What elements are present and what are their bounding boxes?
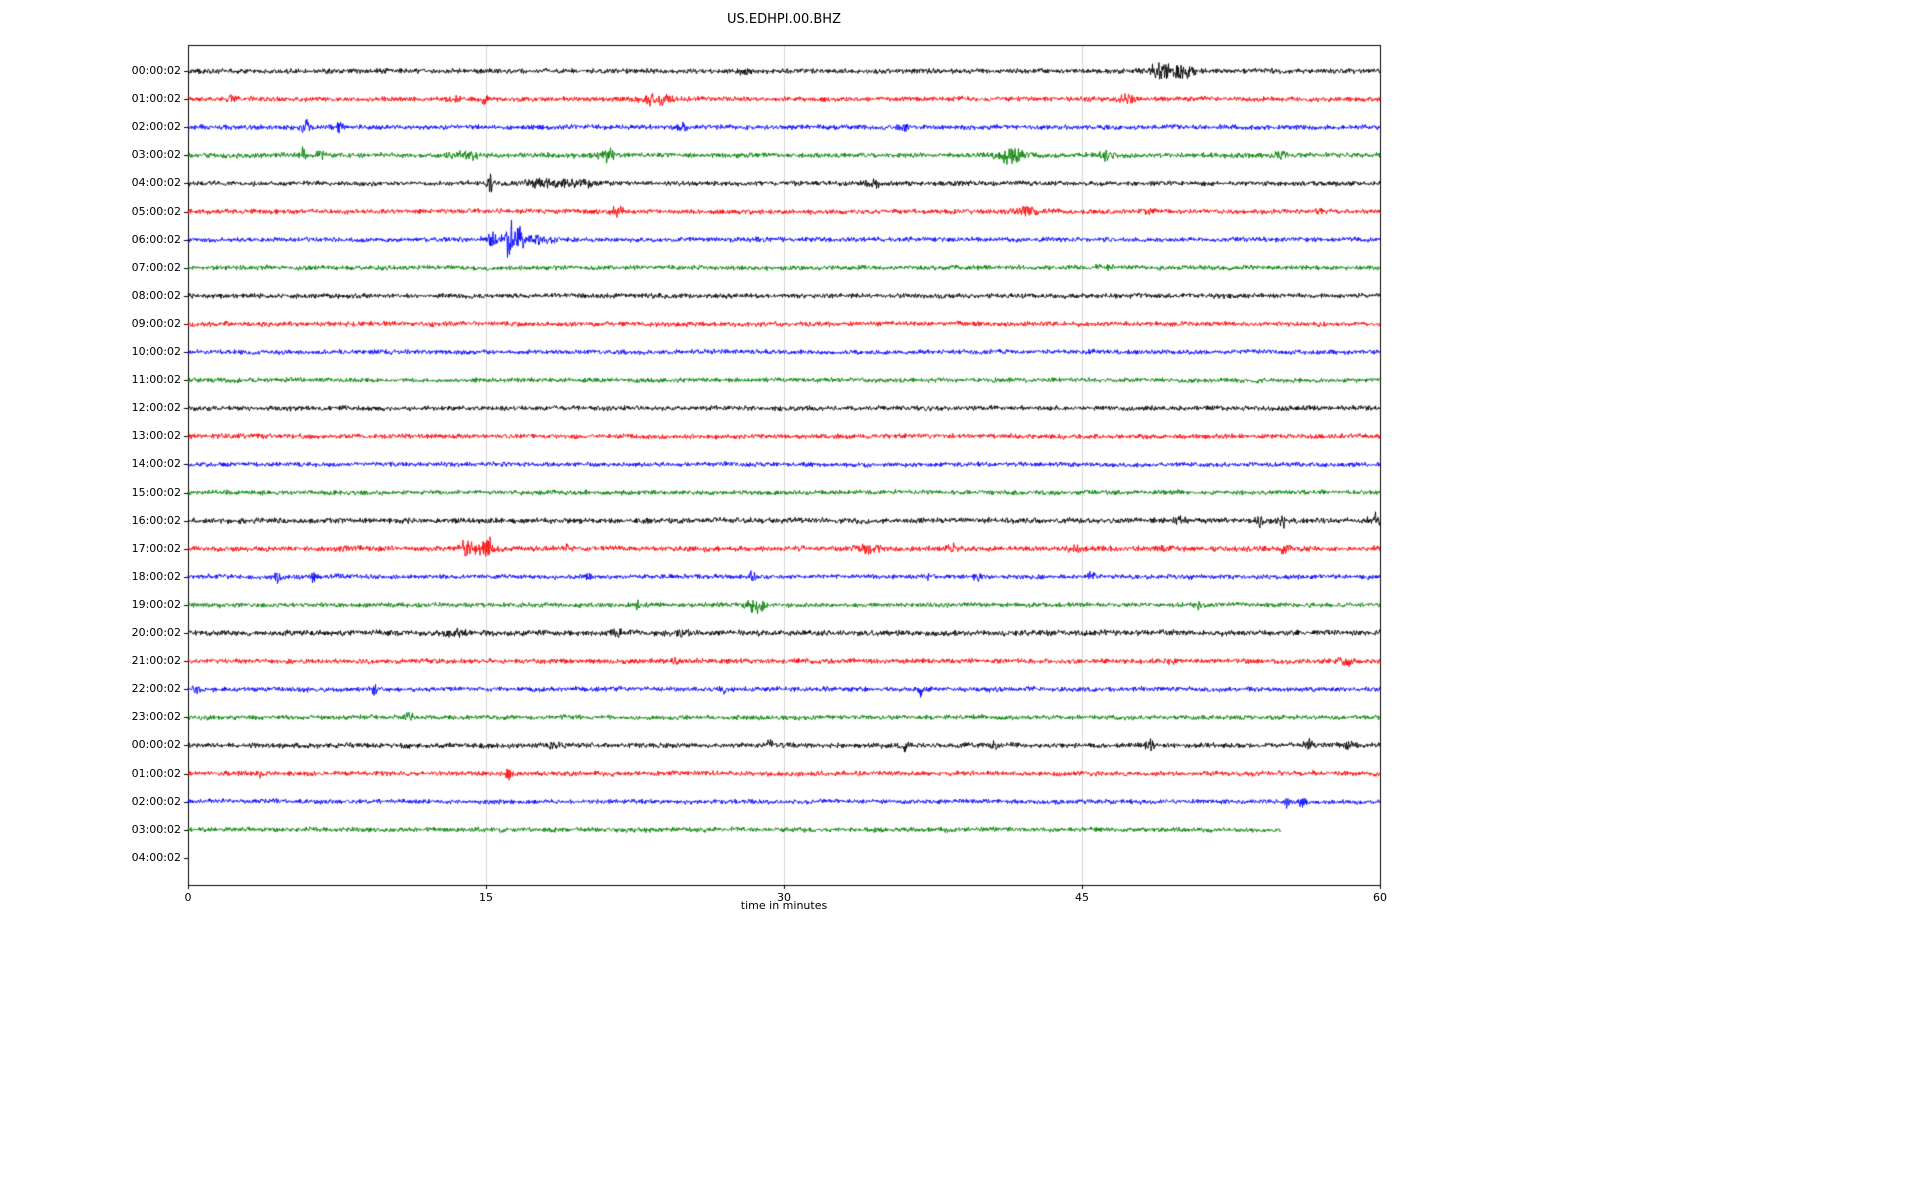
y-tick-label: 22:00:02 <box>131 682 181 696</box>
x-tick-label: 30 <box>777 891 791 904</box>
y-tick-label: 20:00:02 <box>131 626 181 639</box>
y-tick-label: 17:00:02 <box>131 541 181 555</box>
y-tick-label: 16:00:02 <box>131 513 181 527</box>
y-tick-label: 09:00:02 <box>131 316 181 330</box>
x-axis-title: time in minutes <box>740 899 828 912</box>
chart-title: US.EDHPI.00.BHZ <box>727 12 841 27</box>
y-tick-label: 11:00:02 <box>131 373 181 387</box>
y-tick-label: 13:00:02 <box>131 429 181 443</box>
y-tick-label: 00:00:02 <box>131 738 181 752</box>
y-tick-label: 02:00:02 <box>131 794 181 808</box>
y-tick-label: 01:00:02 <box>131 766 181 780</box>
y-tick-label: 21:00:02 <box>131 654 181 668</box>
y-tick-label: 04:00:02 <box>131 850 181 864</box>
y-tick-label: 15:00:02 <box>131 485 181 499</box>
y-tick-label: 18:00:02 <box>131 569 181 583</box>
y-tick-label: 23:00:02 <box>131 710 181 724</box>
y-tick-label: 05:00:02 <box>131 204 181 218</box>
y-tick-label: 19:00:02 <box>131 597 181 611</box>
y-tick-label: 03:00:02 <box>131 148 181 162</box>
y-tick-label: 03:00:02 <box>131 822 181 836</box>
x-tick-label: 0 <box>184 891 192 904</box>
y-tick-label: 01:00:02 <box>131 92 181 106</box>
y-tick-label: 14:00:02 <box>131 457 181 471</box>
y-tick-label: 08:00:02 <box>131 288 181 302</box>
x-tick-label: 15 <box>479 891 493 904</box>
y-tick-label: 00:00:02 <box>131 64 181 77</box>
y-tick-label: 02:00:02 <box>131 120 181 134</box>
y-tick-label: 12:00:02 <box>131 401 181 415</box>
y-tick-label: 10:00:02 <box>131 345 181 358</box>
x-tick-label: 45 <box>1075 891 1089 904</box>
y-tick-label: 07:00:02 <box>131 260 181 274</box>
y-tick-label: 06:00:02 <box>131 232 181 246</box>
x-tick-label: 60 <box>1373 891 1387 904</box>
y-tick-label: 04:00:02 <box>131 176 181 190</box>
